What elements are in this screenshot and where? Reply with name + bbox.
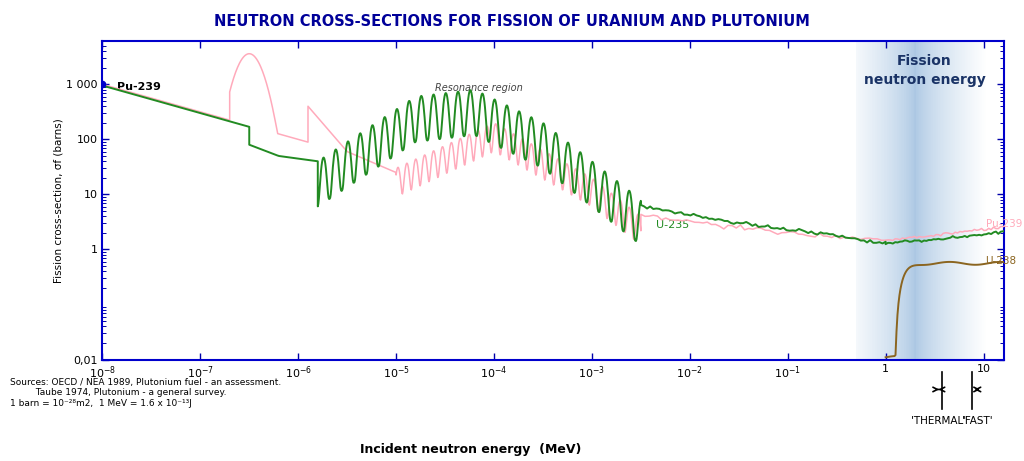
Text: U-235: U-235 [656,219,689,230]
Text: Resonance region: Resonance region [435,83,523,93]
Text: 'THERMAL': 'THERMAL' [911,416,967,426]
Text: 'FAST': 'FAST' [962,416,992,426]
Text: Incident neutron energy  (MeV): Incident neutron energy (MeV) [360,443,582,456]
Text: U-238: U-238 [986,256,1017,266]
Text: Fission
neutron energy: Fission neutron energy [863,54,985,87]
Text: Pu-239: Pu-239 [117,83,161,92]
Text: Pu-239: Pu-239 [986,219,1022,229]
Y-axis label: Fission cross-section, σf (barns): Fission cross-section, σf (barns) [53,118,63,283]
Text: Sources: OECD / NEA 1989, Plutonium fuel - an assessment.
         Taube 1974, P: Sources: OECD / NEA 1989, Plutonium fuel… [10,378,282,408]
Text: NEUTRON CROSS-SECTIONS FOR FISSION OF URANIUM AND PLUTONIUM: NEUTRON CROSS-SECTIONS FOR FISSION OF UR… [214,14,810,29]
